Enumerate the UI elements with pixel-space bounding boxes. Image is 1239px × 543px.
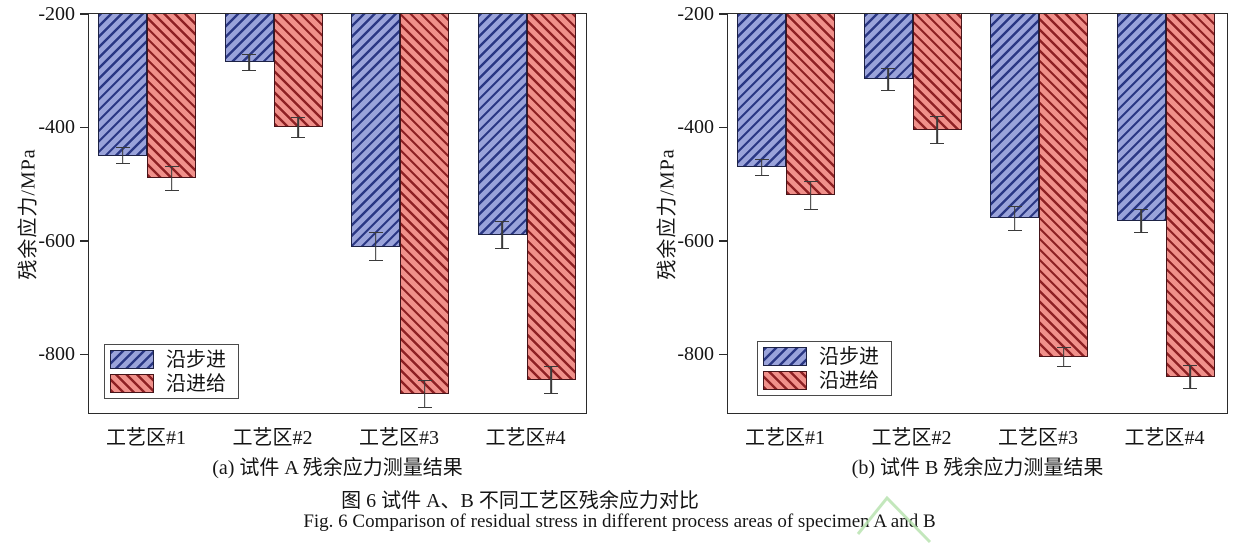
legend-item: 沿进给 [763, 370, 879, 391]
legend: 沿步进 沿进给 [104, 344, 239, 399]
y-tick-label: -400 [38, 116, 75, 139]
y-tick-label: -600 [677, 229, 714, 252]
y-axis-title-a: 残余应力/MPa [17, 147, 40, 280]
bar-b-group1-step [737, 14, 786, 168]
bar-a-group4-feed [526, 14, 576, 380]
errorbar-a-group1-step [115, 147, 130, 165]
y-tick-label: -800 [38, 343, 75, 366]
bar-a-group1-feed [147, 14, 196, 179]
errorbar-b-group3-step [1007, 205, 1022, 231]
errorbar-b-group4-feed [1183, 364, 1197, 390]
subcaption-b: (b) 试件 B 残余应力测量结果 [851, 457, 1104, 479]
legend-item: 沿进给 [110, 373, 226, 394]
y-tick-mark [719, 240, 727, 242]
plot-area-b: -200 -400 -600 -800 沿步进 沿进给 [677, 3, 1228, 414]
legend-item: 沿步进 [763, 346, 879, 367]
legend-item: 沿步进 [110, 349, 226, 370]
errorbar-b-group2-feed [930, 116, 944, 145]
errorbar-b-group4-step [1134, 208, 1148, 234]
bar-b-group2-feed [912, 14, 962, 131]
x-tick-label: 工艺区#1 [106, 427, 186, 449]
legend-swatch-feed [110, 374, 154, 393]
subcaption-a: (a) 试件 A 残余应力测量结果 [212, 457, 463, 479]
y-tick-label: -400 [677, 116, 714, 139]
y-tick-mark [80, 13, 88, 15]
x-tick-label: 工艺区#3 [359, 427, 439, 449]
errorbar-a-group3-feed [417, 379, 432, 409]
x-tick-label: 工艺区#2 [232, 427, 313, 449]
errorbar-b-group1-feed [803, 181, 818, 210]
chart-specimen-b: 残余应力/MPa -200 -400 -600 -800 沿步进 沿进给 (b) 试件 B… [657, 3, 1228, 479]
errorbar-b-group3-feed [1056, 346, 1071, 368]
bar-a-group1-step [98, 14, 147, 156]
errorbar-a-group4-step [495, 221, 509, 250]
y-tick-label: -600 [38, 229, 75, 252]
y-tick-mark [719, 353, 727, 356]
plot-area-a: -200 -400 -600 -800 沿步进 沿进给 [38, 3, 587, 414]
y-tick-mark [719, 126, 727, 129]
bar-b-group3-step [990, 14, 1039, 219]
x-tick-label: 工艺区#4 [485, 427, 566, 449]
legend-label: 沿步进 [166, 348, 226, 371]
errorbar-b-group2-step [881, 67, 895, 91]
bar-a-group2-feed [273, 14, 323, 128]
y-tick-mark [80, 126, 88, 129]
y-tick-label: -200 [677, 3, 714, 25]
x-tick-label: 工艺区#3 [998, 427, 1078, 449]
x-tick-label: 工艺区#2 [871, 427, 952, 449]
legend-label: 沿进给 [819, 369, 879, 392]
bar-b-group4-step [1116, 14, 1166, 222]
y-tick-label: -200 [38, 3, 75, 25]
legend-swatch-step [763, 347, 807, 366]
y-tick-label: -800 [677, 343, 714, 366]
errorbar-a-group4-feed [544, 365, 558, 394]
bar-b-group3-feed [1039, 14, 1088, 358]
legend-label: 沿步进 [819, 345, 879, 368]
legend-swatch-feed [763, 371, 807, 390]
legend-swatch-step [110, 350, 154, 369]
bar-b-group1-feed [786, 14, 835, 196]
x-tick-label: 工艺区#4 [1124, 427, 1205, 449]
y-axis-title-b: 残余应力/MPa [656, 147, 679, 280]
bar-b-group4-feed [1165, 14, 1215, 377]
watermark-chevron-icon [856, 495, 932, 543]
figure-caption-english: Fig. 6 Comparison of residual stress in … [303, 511, 936, 532]
bar-a-group3-feed [400, 14, 449, 394]
legend-label: 沿进给 [166, 372, 226, 395]
errorbar-a-group2-step [242, 53, 256, 71]
bar-a-group3-step [351, 14, 400, 247]
legend: 沿步进 沿进给 [757, 341, 892, 396]
errorbar-a-group3-step [368, 232, 383, 261]
y-tick-mark [80, 353, 88, 356]
errorbar-a-group2-feed [291, 117, 305, 138]
chart-specimen-a: 残余应力/MPa -200 -400 -600 -800 沿步进 沿进给 (a) 试件 A… [18, 3, 587, 479]
y-tick-mark [719, 13, 727, 15]
x-tick-label: 工艺区#1 [745, 427, 825, 449]
errorbar-a-group1-feed [164, 166, 179, 191]
bar-a-group4-step [477, 14, 527, 236]
figure-caption-chinese: 图 6 试件 A、B 不同工艺区残余应力对比 [341, 490, 699, 512]
errorbar-b-group1-step [754, 158, 769, 176]
y-tick-mark [80, 240, 88, 242]
